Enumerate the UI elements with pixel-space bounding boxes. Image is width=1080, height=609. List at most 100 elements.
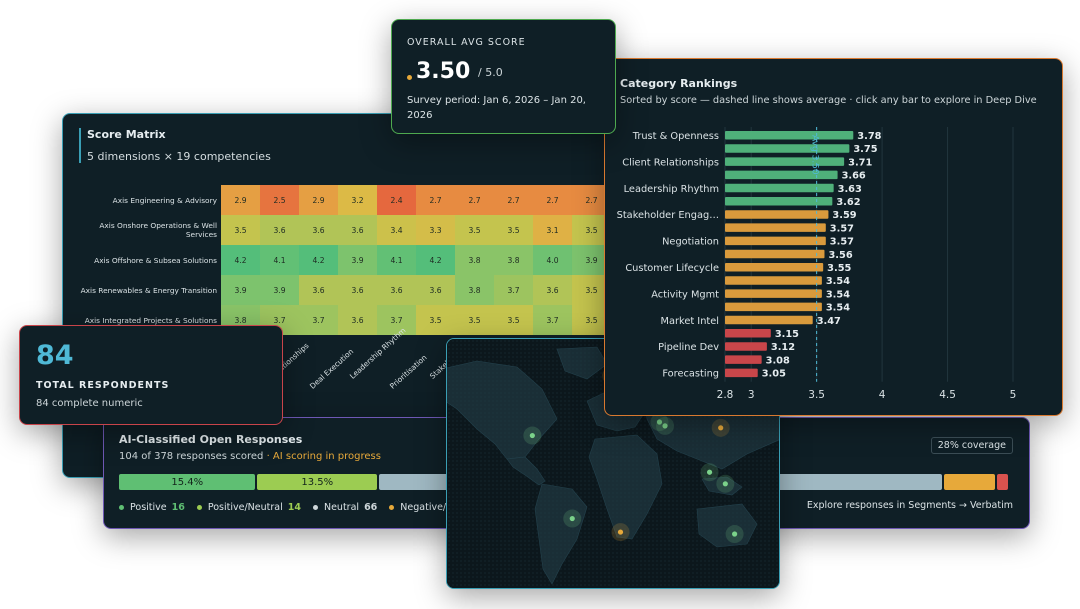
ranking-bar[interactable]: [725, 289, 822, 298]
ranking-bar[interactable]: [725, 249, 825, 259]
heatmap-row: Axis Offshore & Subsea Solutions 4.2 4.1 4.…: [63, 245, 621, 275]
ranking-bar[interactable]: [725, 342, 767, 351]
heatmap-cell[interactable]: 3.3: [416, 215, 455, 245]
legend-label: Neutral: [323, 502, 360, 513]
heatmap-cell[interactable]: 3.6: [338, 305, 377, 335]
score-matrix-subtitle: 5 dimensions × 19 competencies: [87, 150, 271, 163]
heatmap-cell[interactable]: 3.7: [533, 305, 572, 335]
map-marker[interactable]: [529, 432, 535, 439]
heatmap-cell[interactable]: 3.9: [221, 275, 260, 305]
heatmap-row: Axis Onshore Operations & Well Services 3…: [63, 215, 621, 245]
map-marker[interactable]: [706, 469, 713, 475]
heatmap-cell[interactable]: 2.5: [260, 185, 299, 215]
heatmap-cell[interactable]: 2.7: [494, 185, 533, 215]
bar-value-label: 3.54: [826, 289, 850, 300]
heatmap-cell[interactable]: 3.8: [455, 275, 494, 305]
category-label: Forecasting: [662, 369, 719, 380]
heatmap-cell[interactable]: 3.6: [377, 275, 416, 305]
heatmap-cell[interactable]: 2.4: [377, 185, 416, 215]
ranking-bar[interactable]: [725, 144, 850, 153]
map-marker[interactable]: [732, 531, 738, 537]
ai-scored-count: 104 of 378 responses scored: [119, 451, 264, 462]
x-tick-label: 3.5: [808, 389, 825, 401]
ranking-bar[interactable]: [725, 157, 845, 166]
heatmap-cell[interactable]: 3.4: [377, 215, 416, 245]
heatmap-row-label: Axis Integrated Projects & Solutions: [84, 315, 217, 325]
ranking-bar[interactable]: [725, 170, 838, 180]
heatmap-cell[interactable]: 4.2: [221, 245, 260, 275]
map-marker[interactable]: [656, 419, 663, 425]
ranking-bar[interactable]: [725, 355, 762, 364]
heatmap-cell[interactable]: 3.7: [299, 305, 338, 335]
heatmap-cell[interactable]: 3.5: [455, 305, 494, 335]
ranking-bar[interactable]: [725, 183, 834, 193]
heatmap-cell[interactable]: 4.2: [416, 245, 455, 275]
legend-dot-icon: [389, 505, 395, 510]
heatmap-cell[interactable]: 3.6: [260, 215, 299, 245]
sentiment-segment[interactable]: 15.4%: [119, 474, 256, 490]
ranking-bar[interactable]: [725, 302, 822, 312]
heatmap-cell[interactable]: 3.9: [338, 245, 377, 275]
heatmap-cell[interactable]: 4.1: [377, 245, 416, 275]
heatmap-cell[interactable]: 3.6: [416, 275, 455, 305]
sentiment-segment[interactable]: [997, 474, 1008, 490]
heatmap-cell[interactable]: 3.5: [221, 215, 260, 245]
heatmap-column-label: Deal Execution: [308, 346, 356, 391]
heatmap-cell[interactable]: 3.6: [299, 215, 338, 245]
heatmap-cell[interactable]: 3.6: [338, 215, 377, 245]
heatmap-cell[interactable]: 3.9: [260, 275, 299, 305]
map-marker[interactable]: [617, 529, 624, 535]
map-marker[interactable]: [569, 515, 575, 522]
heatmap-cell[interactable]: 3.6: [533, 275, 572, 305]
map-marker[interactable]: [662, 423, 668, 429]
ranking-bar[interactable]: [725, 368, 758, 378]
ranking-bar[interactable]: [725, 223, 826, 232]
category-label: Trust & Openness: [632, 131, 719, 142]
sentiment-segment[interactable]: [943, 474, 996, 490]
respondents-label: TOTAL RESPONDENTS: [36, 380, 170, 391]
heatmap-cell[interactable]: 2.7: [416, 185, 455, 215]
heatmap-cell[interactable]: 3.7: [494, 275, 533, 305]
ranking-bar[interactable]: [725, 131, 854, 140]
heatmap-cell[interactable]: 3.6: [299, 275, 338, 305]
explore-responses-link[interactable]: Explore responses in Segments → Verbatim: [806, 500, 1013, 511]
heatmap-cell[interactable]: 2.9: [299, 185, 338, 215]
ranking-bar[interactable]: [725, 315, 813, 325]
ranking-bar[interactable]: [725, 263, 824, 272]
map-marker[interactable]: [722, 481, 728, 487]
sentiment-segment[interactable]: 13.5%: [257, 474, 378, 490]
heatmap-cell[interactable]: 2.7: [533, 185, 572, 215]
bar-value-label: 3.63: [838, 184, 862, 195]
legend-dot-icon: [119, 505, 124, 510]
bar-value-label: 3.57: [830, 223, 854, 234]
bar-value-label: 3.57: [830, 237, 854, 248]
heatmap-cell[interactable]: 3.7: [377, 305, 416, 335]
bar-value-label: 3.75: [853, 144, 877, 155]
heatmap-cell[interactable]: 3.5: [494, 305, 533, 335]
heatmap-cell[interactable]: 2.9: [221, 185, 260, 215]
heatmap-cell[interactable]: 4.1: [260, 245, 299, 275]
map-marker[interactable]: [718, 425, 724, 431]
heatmap-cell[interactable]: 3.1: [533, 215, 572, 245]
heatmap-cell[interactable]: 3.5: [455, 215, 494, 245]
x-tick-label: 2.8: [717, 389, 734, 401]
heatmap-cell[interactable]: 4.0: [533, 245, 572, 275]
ranking-bar[interactable]: [725, 210, 829, 219]
legend-dot-icon: [312, 505, 318, 510]
ranking-bar[interactable]: [725, 276, 822, 285]
ranking-bar[interactable]: [725, 236, 826, 246]
heatmap-cell[interactable]: 3.8: [455, 245, 494, 275]
ranking-bar[interactable]: [725, 329, 771, 338]
bar-value-label: 3.05: [762, 369, 786, 380]
heatmap-cell[interactable]: 2.7: [455, 185, 494, 215]
ranking-bar[interactable]: [725, 197, 833, 206]
heatmap-cell[interactable]: 3.5: [494, 215, 533, 245]
bar-value-label: 3.08: [766, 355, 790, 366]
heatmap-cell[interactable]: 3.5: [416, 305, 455, 335]
heatmap-cell[interactable]: 3.2: [338, 185, 377, 215]
rankings-title: Category Rankings: [620, 77, 738, 90]
heatmap-cell[interactable]: 4.2: [299, 245, 338, 275]
heatmap-cell[interactable]: 3.8: [494, 245, 533, 275]
heatmap-cell[interactable]: 3.6: [338, 275, 377, 305]
